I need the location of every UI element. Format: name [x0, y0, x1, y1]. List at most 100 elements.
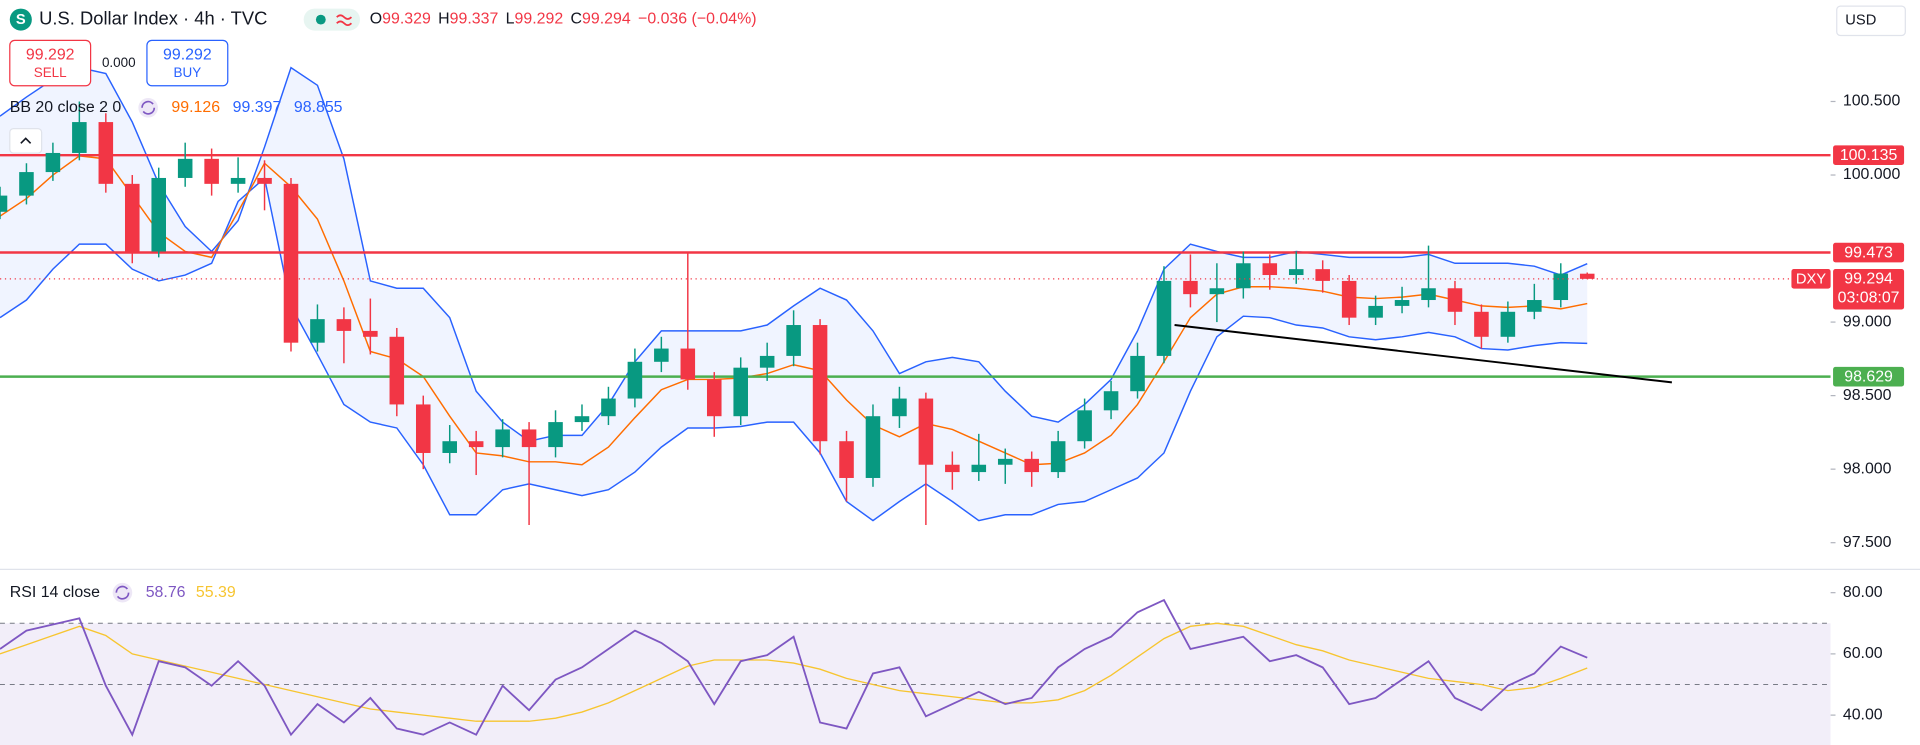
- bb-lower-value: 98.855: [294, 99, 343, 116]
- candle-body: [812, 325, 828, 442]
- symbol-title: U.S. Dollar Index · 4h · TVC: [39, 7, 267, 28]
- delay-icon: [336, 14, 353, 26]
- indicator-label: RSI 14 close: [10, 584, 100, 601]
- y-tick-label: 80.00: [1843, 584, 1883, 601]
- ohlc-readout: O99.329 H99.337 L99.292 C99.294 −0.036 (−0.0…: [370, 11, 757, 28]
- candle-body: [627, 361, 643, 399]
- ohlc-value: 99.294: [582, 11, 631, 28]
- candle-body: [204, 158, 219, 184]
- candle-body: [0, 195, 8, 212]
- candle-body: [1288, 269, 1304, 276]
- candle-body: [310, 319, 325, 343]
- candle-body: [680, 348, 696, 380]
- candle-body: [1262, 263, 1278, 276]
- level-label-box: [1833, 242, 1905, 263]
- ohlc-letter: C: [571, 11, 583, 28]
- y-tick-label: 97.500: [1843, 534, 1892, 551]
- y-tick-label: 99.000: [1843, 313, 1892, 330]
- candle-body: [1341, 280, 1357, 318]
- candle-body: [1077, 410, 1092, 442]
- last-price-box: [1833, 269, 1905, 310]
- symbol-label: DXY: [1796, 271, 1826, 287]
- candle-body: [733, 367, 748, 417]
- candle-body: [1368, 305, 1383, 318]
- rsi-line: [0, 598, 1588, 737]
- currency-button[interactable]: [1836, 5, 1906, 37]
- candle-body: [1394, 300, 1410, 306]
- candle-body: [706, 379, 722, 417]
- collapse-icon: [20, 137, 32, 144]
- y-tick-label: 100.500: [1843, 93, 1901, 110]
- bb-basis-value: 99.126: [171, 99, 220, 116]
- level-label-box: [1833, 145, 1905, 165]
- candle-body: [601, 398, 616, 417]
- level-label: 98.629: [1844, 368, 1893, 385]
- candle-body: [865, 416, 881, 478]
- price-pane: [0, 66, 1831, 526]
- candle-body: [786, 325, 801, 356]
- candle-body: [945, 464, 960, 473]
- buy-button[interactable]: [146, 39, 229, 87]
- candle-body: [1024, 458, 1039, 473]
- ohlc-value: 99.337: [450, 11, 499, 28]
- ohlc-letter: H: [438, 11, 450, 28]
- candle-body: [1500, 311, 1516, 337]
- candle-body: [1579, 273, 1595, 279]
- candle-body: [1130, 355, 1145, 392]
- logo-letter: S: [16, 12, 26, 28]
- candle-body: [98, 122, 114, 184]
- candle-body: [1447, 288, 1463, 312]
- candle-body: [1474, 311, 1489, 337]
- spread: 0.000: [102, 55, 136, 70]
- candle-body: [415, 404, 431, 453]
- candle-body: [1421, 288, 1436, 301]
- candle-body: [521, 429, 537, 448]
- candle-body: [1050, 441, 1066, 473]
- candle-body: [1183, 280, 1198, 295]
- candle-body: [1103, 391, 1119, 411]
- candle-body: [442, 441, 457, 453]
- candle-body: [257, 177, 272, 184]
- rsi-value: 55.39: [196, 584, 236, 601]
- candle-body: [19, 172, 34, 196]
- market-open-dot: [315, 14, 326, 25]
- sell-label: SELL: [34, 65, 67, 80]
- bb-upper: [0, 66, 1588, 442]
- candle-body: [72, 122, 87, 153]
- collapse-button[interactable]: [9, 127, 43, 154]
- last-price: 99.294: [1844, 271, 1893, 288]
- ohlc-value: 99.292: [515, 11, 564, 28]
- bb-upper-value: 99.397: [233, 99, 282, 116]
- countdown: 03:08:07: [1838, 290, 1900, 307]
- indicator-label: BB 20 close 2 0: [10, 99, 122, 116]
- candle-body: [654, 348, 669, 362]
- y-tick-label: 100.000: [1843, 166, 1901, 183]
- candle-body: [124, 183, 140, 252]
- logo: [9, 8, 32, 31]
- trendline: [1174, 324, 1673, 384]
- candle-body: [283, 183, 299, 343]
- candle-body: [230, 177, 246, 184]
- candle-body: [1236, 263, 1251, 289]
- change: −0.036 (−0.04%): [638, 11, 757, 28]
- candle-body: [1209, 288, 1225, 295]
- overlay: S U.S. Dollar Index · 4h · TVC 99.292 SE…: [9, 5, 1906, 723]
- status-pill[interactable]: [303, 8, 360, 31]
- level-label-box: [1833, 366, 1905, 387]
- candle-body: [1315, 269, 1330, 281]
- candle-body: [918, 398, 934, 465]
- y-tick-label: 98.000: [1843, 460, 1892, 477]
- candle-body: [839, 441, 854, 478]
- candle-body: [1553, 273, 1569, 301]
- level-label: 100.135: [1840, 147, 1898, 164]
- ohlc-letter: O: [370, 11, 382, 28]
- candle-body: [495, 429, 510, 448]
- sell-button[interactable]: [9, 39, 92, 87]
- candle-body: [336, 319, 352, 331]
- candle-body: [997, 458, 1013, 465]
- rsi-pane: [0, 598, 1831, 745]
- currency: USD: [1845, 13, 1876, 29]
